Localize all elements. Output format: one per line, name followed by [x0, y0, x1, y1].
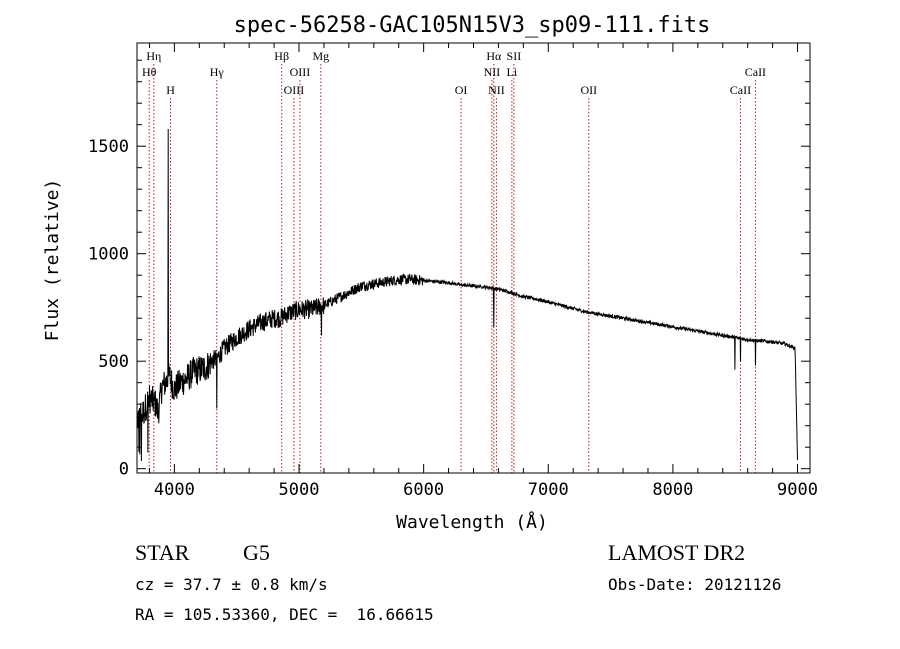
x-tick-label-1: 5000 — [279, 480, 320, 500]
coordinates-text: RA = 105.53360, DEC = 16.66615 — [135, 605, 434, 624]
x-tick-label-2: 6000 — [403, 480, 444, 500]
y-tick-label-3: 1500 — [88, 137, 129, 157]
spectrum-line — [136, 128, 798, 462]
object-subclass: G5 — [243, 540, 270, 565]
line-label-5: OIII — [290, 65, 311, 79]
redshift-text: cz = 37.7 ± 0.8 km/s — [135, 575, 328, 594]
spectrum-chart: spec-56258-GAC105N15V3_sp09-111.fits Hη H… — [42, 13, 818, 533]
line-label-8: OI — [455, 83, 468, 97]
y-tick-label-0: 0 — [119, 460, 129, 480]
line-label-9: Hα — [486, 49, 502, 63]
line-label-6: OIII — [284, 83, 305, 97]
line-label-1: Hθ — [142, 65, 157, 79]
x-axis-label: Wavelength (Å) — [396, 511, 548, 533]
object-class: STAR — [135, 540, 190, 565]
x-tick-label-3: 7000 — [528, 480, 569, 500]
survey-name: LAMOST DR2 — [608, 540, 746, 565]
line-label-12: NII — [488, 83, 505, 97]
y-tick-label-2: 1000 — [88, 245, 129, 265]
plot-frame — [136, 42, 811, 474]
line-label-4: Hβ — [274, 49, 289, 63]
line-label-14: SII — [507, 49, 522, 63]
chart-title: spec-56258-GAC105N15V3_sp09-111.fits — [234, 13, 711, 38]
x-tick-label-4: 8000 — [652, 480, 693, 500]
line-label-13: OII — [580, 83, 597, 97]
y-tick-label-1: 500 — [98, 352, 129, 372]
line-label-7: Mg — [312, 49, 329, 63]
line-label-0: Hη — [146, 49, 161, 63]
line-label-16: CaII — [730, 83, 751, 97]
y-axis-label: Flux (relative) — [42, 179, 63, 342]
x-tick-label-0: 4000 — [154, 480, 195, 500]
line-label-10: NII — [484, 65, 501, 79]
line-label-3: Hγ — [210, 65, 225, 79]
line-label-15: CaII — [745, 65, 766, 79]
line-label-11: Li — [507, 65, 518, 79]
obs-date-text: Obs-Date: 20121126 — [608, 575, 782, 594]
line-label-2: H — [166, 83, 175, 97]
x-tick-label-5: 9000 — [777, 480, 818, 500]
